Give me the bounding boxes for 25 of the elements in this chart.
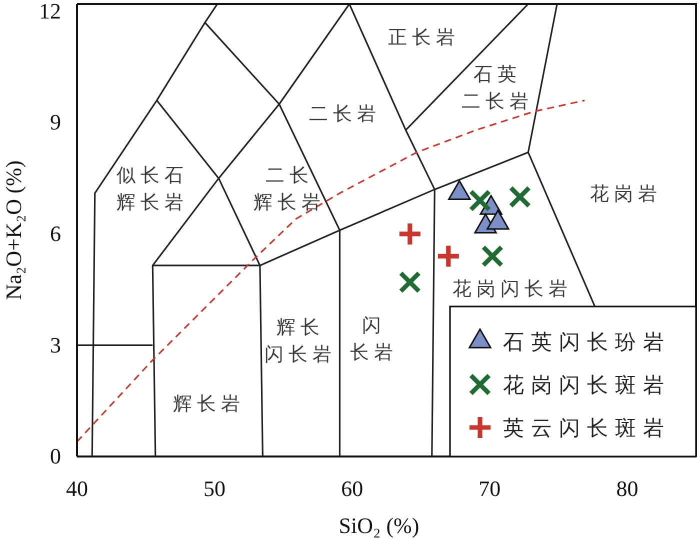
y-axis-title: Na₂O+K₂O (%) [1,160,26,300]
annotation: 石英二长岩 [462,64,534,112]
annotation: 辉长岩 [173,394,246,416]
annotation: 花岗闪长岩 [452,279,572,300]
x-tick-label: 80 [616,476,638,502]
y-tick-label: 12 [39,0,61,24]
y-tick-label: 3 [50,332,61,358]
annotation: 闪长岩 [350,316,398,364]
x-tick-label: 70 [478,476,501,502]
legend-label: 花岗闪长斑岩 [503,373,671,398]
annotation: 辉长闪长岩 [264,317,336,366]
annotation: 二长岩 [309,104,381,125]
annotation: 正长岩 [388,28,460,49]
x-axis-title: SiO₂ (%) [338,513,420,538]
annotation: 似长石辉长岩 [116,165,188,214]
x-tick-label: 60 [341,476,364,502]
legend-label: 石英闪长玢岩 [503,330,671,354]
x-tick-label: 40 [66,476,88,502]
y-tick-label: 9 [50,110,61,135]
annotation: 二长辉长岩 [254,165,326,214]
legend-label: 英云闪长斑岩 [503,416,671,440]
x-tick-label: 50 [204,476,226,502]
y-tick-label: 6 [50,221,61,246]
y-tick-label: 0 [50,444,61,469]
annotation: 花岗岩 [590,184,662,206]
